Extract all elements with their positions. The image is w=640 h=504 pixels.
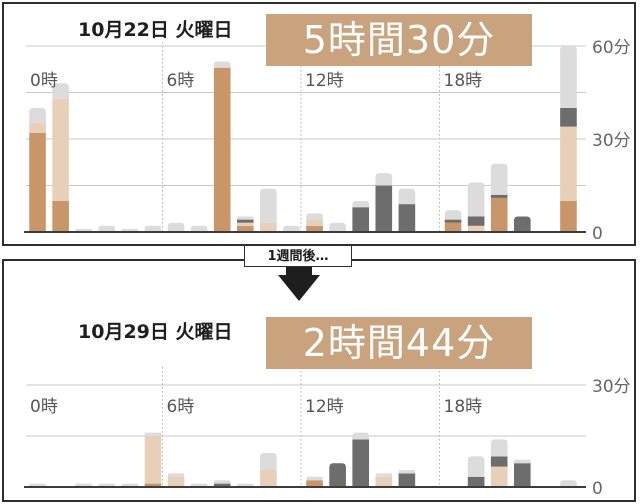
- bar-segment: [167, 476, 185, 487]
- bar-segment: [444, 222, 462, 232]
- bar-segment: [260, 453, 277, 470]
- bar-segment: [467, 216, 485, 226]
- bar-segment: [513, 463, 531, 487]
- bar-segment: [444, 219, 462, 223]
- bar-segment: [444, 210, 462, 220]
- down-arrow-icon: [286, 266, 312, 276]
- total-time-box: 2時間44分: [266, 317, 532, 369]
- bar-segment: [144, 432, 162, 436]
- chart-canvas-oct22: 0時 6時 12時 18時 60分 30分 0: [24, 34, 631, 244]
- y-tick-label: 0: [592, 224, 603, 244]
- bar-segment: [398, 204, 416, 232]
- bar-segment: [513, 216, 531, 232]
- bar-segment: [352, 207, 370, 232]
- y-tick-label: 0: [592, 479, 603, 499]
- bar-segment: [167, 222, 185, 232]
- bar-segment: [490, 466, 508, 487]
- bar-segment: [467, 476, 485, 487]
- bar-segment: [52, 98, 69, 201]
- hour-label: 18時: [444, 397, 483, 417]
- chart-panel-oct22: 0時 6時 12時 18時 60分 30分 0 10月22日 火曜日 5時間30分: [2, 2, 636, 246]
- hour-label: 6時: [167, 397, 195, 417]
- bar-segment: [375, 173, 393, 186]
- bar-segment: [29, 132, 46, 232]
- bar-segment: [513, 459, 531, 464]
- bar-segment: [98, 225, 116, 232]
- bar-segment: [260, 188, 277, 223]
- bar-segment: [490, 194, 508, 198]
- bar-segment: [490, 163, 508, 195]
- bar-segment: [306, 476, 323, 481]
- bar-segment: [144, 483, 162, 487]
- bar-segment: [213, 483, 231, 487]
- bar-segment: [352, 432, 370, 440]
- y-tick-label: 30分: [592, 377, 631, 397]
- bar-segment: [29, 108, 46, 124]
- one-week-later-label: 1週間後…: [244, 245, 352, 267]
- bar-segment: [283, 225, 300, 232]
- bar-segment: [375, 476, 393, 487]
- chart-canvas-oct29: 0時 6時 12時 18時 30分 0: [24, 367, 631, 499]
- bar-segment: [375, 473, 393, 477]
- bar-segment: [467, 456, 485, 477]
- bar-segment: [467, 182, 485, 217]
- bar-segment: [306, 480, 323, 487]
- hour-label: 0時: [30, 397, 58, 417]
- bar-segment: [260, 470, 277, 487]
- date-label: 10月29日 火曜日: [74, 317, 237, 344]
- bar-segment: [306, 225, 323, 232]
- bar-segment: [213, 67, 231, 232]
- hour-label: 12時: [305, 397, 344, 417]
- bar-segment: [560, 108, 577, 127]
- bar-segment: [490, 197, 508, 232]
- bar-segment: [306, 219, 323, 226]
- bar-segment: [560, 126, 577, 201]
- bar-segment: [560, 201, 577, 232]
- bar-segment: [167, 473, 185, 477]
- bar-segment: [213, 480, 231, 484]
- bar-segment: [190, 225, 208, 232]
- bar-segment: [306, 213, 323, 220]
- bar-segment: [352, 201, 370, 208]
- bar-segment: [560, 480, 577, 487]
- bar-segment: [52, 201, 69, 232]
- bar-segment: [398, 470, 416, 474]
- y-tick-label: 60分: [592, 38, 631, 58]
- hour-label: 6時: [167, 71, 195, 91]
- bar-segment: [490, 456, 508, 467]
- bar-segment: [144, 225, 162, 232]
- bar-segment: [260, 222, 277, 232]
- bar-segment: [560, 46, 577, 108]
- date-label: 10月22日 火曜日: [74, 15, 237, 42]
- bar-segment: [398, 188, 416, 205]
- bar-segment: [352, 439, 370, 487]
- bar-segment: [213, 61, 231, 68]
- bar-segment: [490, 439, 508, 457]
- bar-segment: [236, 219, 254, 223]
- bar-segment: [398, 473, 416, 487]
- bar-segment: [467, 225, 485, 232]
- bar-segment: [144, 436, 162, 484]
- bar-segment: [29, 123, 46, 133]
- bar-segment: [236, 225, 254, 232]
- hour-label: 18時: [444, 71, 483, 91]
- bar-segment: [329, 222, 346, 232]
- y-tick-label: 30分: [592, 131, 631, 151]
- hour-label: 0時: [30, 71, 58, 91]
- bar-segment: [52, 83, 69, 99]
- total-time-box: 5時間30分: [266, 14, 532, 66]
- bar-segment: [236, 222, 254, 226]
- down-arrow-head-icon: [278, 275, 320, 301]
- bar-segment: [329, 463, 346, 487]
- bar-segment: [236, 216, 254, 220]
- bar-segment: [375, 185, 393, 232]
- hour-label: 12時: [305, 71, 344, 91]
